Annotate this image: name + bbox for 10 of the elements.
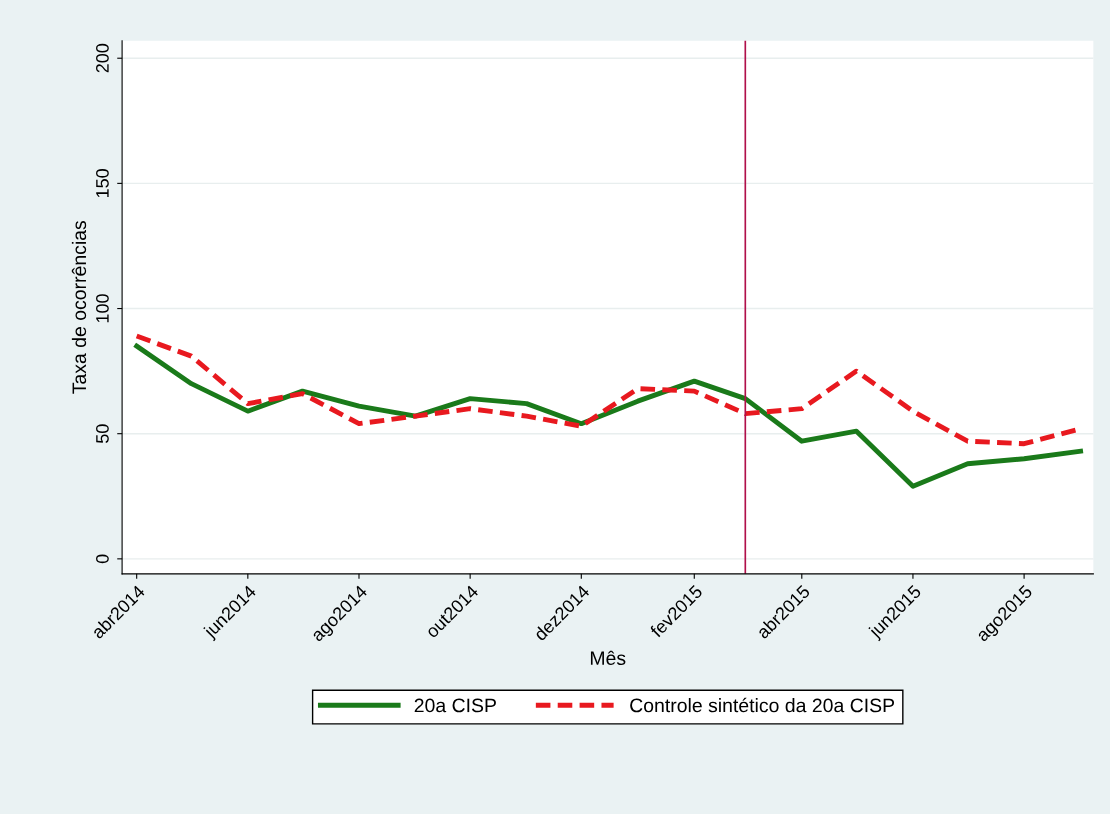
y-tick-label: 100 — [96, 294, 109, 323]
y-tick-label: 150 — [96, 169, 109, 198]
legend-label: Controle sintético da 20a CISP — [630, 697, 895, 713]
legend-label: 20a CISP — [414, 698, 496, 713]
line-series — [134, 343, 1084, 489]
x-axis-title: Mês — [590, 650, 626, 666]
y-tick-label: 0 — [96, 554, 109, 564]
y-tick-label: 50 — [96, 424, 109, 444]
y-axis-title: Taxa de ocorrências — [71, 220, 87, 394]
y-tick-label: 200 — [96, 43, 109, 73]
